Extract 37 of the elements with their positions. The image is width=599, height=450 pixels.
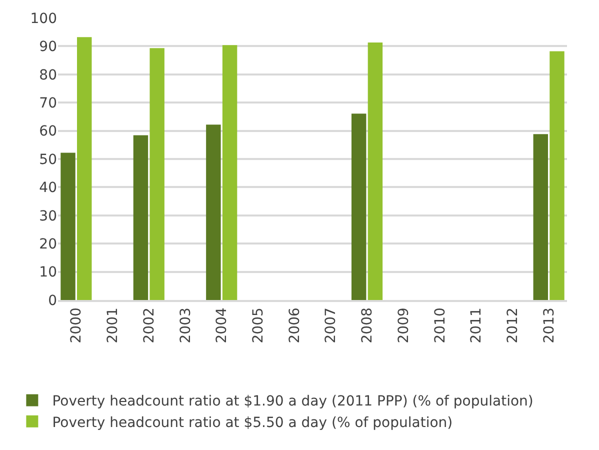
x-tick-label: 2002: [141, 308, 158, 344]
x-tick-label: 2010: [432, 308, 448, 344]
bar: [351, 114, 366, 300]
y-tick-label: 80: [39, 67, 57, 84]
y-tick-label: 40: [39, 180, 57, 196]
bar: [133, 135, 148, 300]
x-tick-label: 2004: [214, 308, 230, 344]
x-tick-label: 2011: [468, 308, 485, 344]
bar: [77, 37, 92, 300]
bar: [206, 124, 221, 300]
y-tick-label: 90: [39, 39, 57, 56]
bar: [533, 134, 548, 300]
bar: [368, 42, 383, 300]
y-tick-label: 60: [39, 124, 57, 140]
x-tick-label: 2000: [68, 308, 85, 344]
bar: [222, 45, 238, 300]
y-tick-label: 100: [30, 10, 57, 27]
legend-label: Poverty headcount ratio at $5.50 a day (% of population): [52, 414, 453, 431]
x-tick-label: 2006: [286, 308, 303, 344]
y-tick-label: 70: [39, 96, 57, 112]
y-tick-label: 50: [39, 152, 57, 168]
y-tick-label: 0: [48, 292, 57, 309]
x-tick-label: 2001: [105, 308, 122, 344]
y-tick-label: 30: [39, 208, 57, 224]
x-tick-label: 2012: [505, 308, 522, 344]
x-tick-label: 2005: [250, 308, 267, 344]
y-tick-label: 10: [39, 264, 57, 281]
bar: [550, 51, 564, 300]
x-tick-label: 2013: [541, 308, 558, 344]
y-tick-label: 20: [39, 236, 57, 252]
legend-label: Poverty headcount ratio at $1.90 a day (2011 PPP) (% of population): [52, 394, 534, 410]
bar: [150, 48, 164, 300]
bar: [60, 152, 76, 300]
x-tick-label: 2009: [396, 308, 412, 344]
x-tick-label: 2003: [178, 308, 194, 344]
x-tick-label: 2007: [323, 308, 340, 344]
x-tick-label: 2008: [360, 308, 376, 344]
